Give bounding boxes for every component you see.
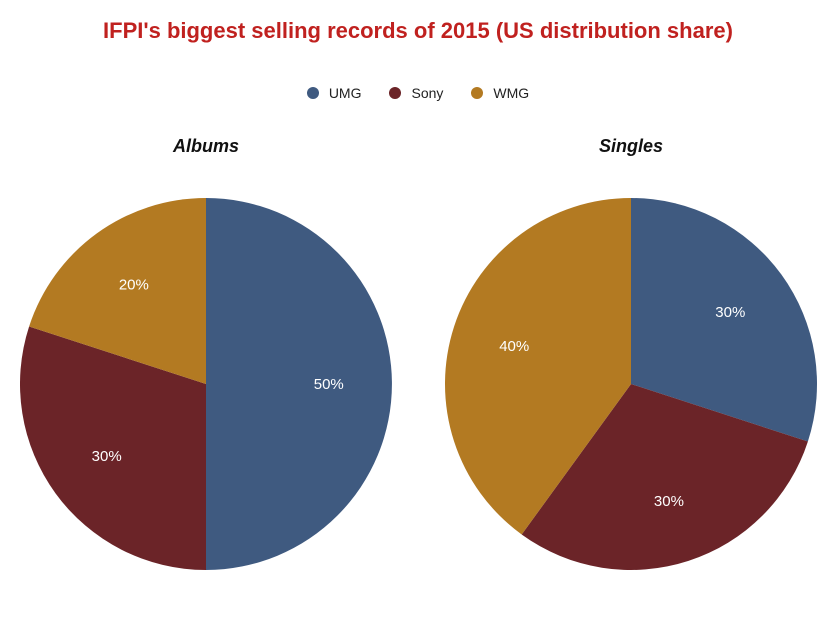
pie-slice-singles-wmg [444,198,631,535]
legend-swatch-umg [306,87,319,99]
pie-slice-albums-wmg [29,198,207,384]
legend-label-umg: UMG [328,85,362,101]
pie-label-singles-sony: 30% [654,493,684,510]
pie-title-albums: Albums [172,136,239,156]
legend-item-sony: Sony [389,85,443,101]
pie-slice-albums-sony [19,326,206,570]
pie-slice-singles-umg [631,198,817,442]
legend-swatch-sony [389,87,402,99]
pie-title-singles: Singles [598,136,664,156]
legend-item-umg: UMG [306,85,362,101]
pie-singles: 30% 30% 40% [444,198,817,570]
pie-label-albums-wmg: 20% [119,277,149,294]
legend-swatch-wmg [471,87,484,99]
pie-albums: 50% 30% 20% [19,198,392,570]
pie-slice-singles-sony [521,384,808,570]
pie-label-singles-wmg: 40% [499,338,529,355]
legend-label-sony: Sony [411,85,444,101]
legend-item-wmg: WMG [471,85,529,101]
pie-label-albums-sony: 30% [92,448,122,465]
pie-label-albums-umg: 50% [314,376,344,393]
legend: UMG Sony WMG [0,85,836,101]
legend-label-wmg: WMG [493,85,530,101]
pie-slice-albums-umg [206,198,392,570]
pie-label-singles-umg: 30% [715,304,745,321]
chart-title: IFPI's biggest selling records of 2015 (… [103,18,733,43]
